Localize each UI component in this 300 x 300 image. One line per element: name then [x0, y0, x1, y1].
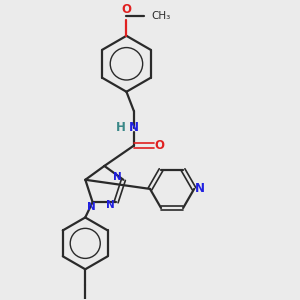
Text: O: O — [155, 139, 165, 152]
Text: N: N — [87, 202, 95, 212]
Text: N: N — [106, 200, 115, 209]
Text: N: N — [195, 182, 205, 195]
Text: H: H — [116, 122, 126, 134]
Text: O: O — [122, 3, 131, 16]
Text: N: N — [112, 172, 121, 182]
Text: CH₃: CH₃ — [152, 11, 171, 21]
Text: N: N — [129, 122, 139, 134]
